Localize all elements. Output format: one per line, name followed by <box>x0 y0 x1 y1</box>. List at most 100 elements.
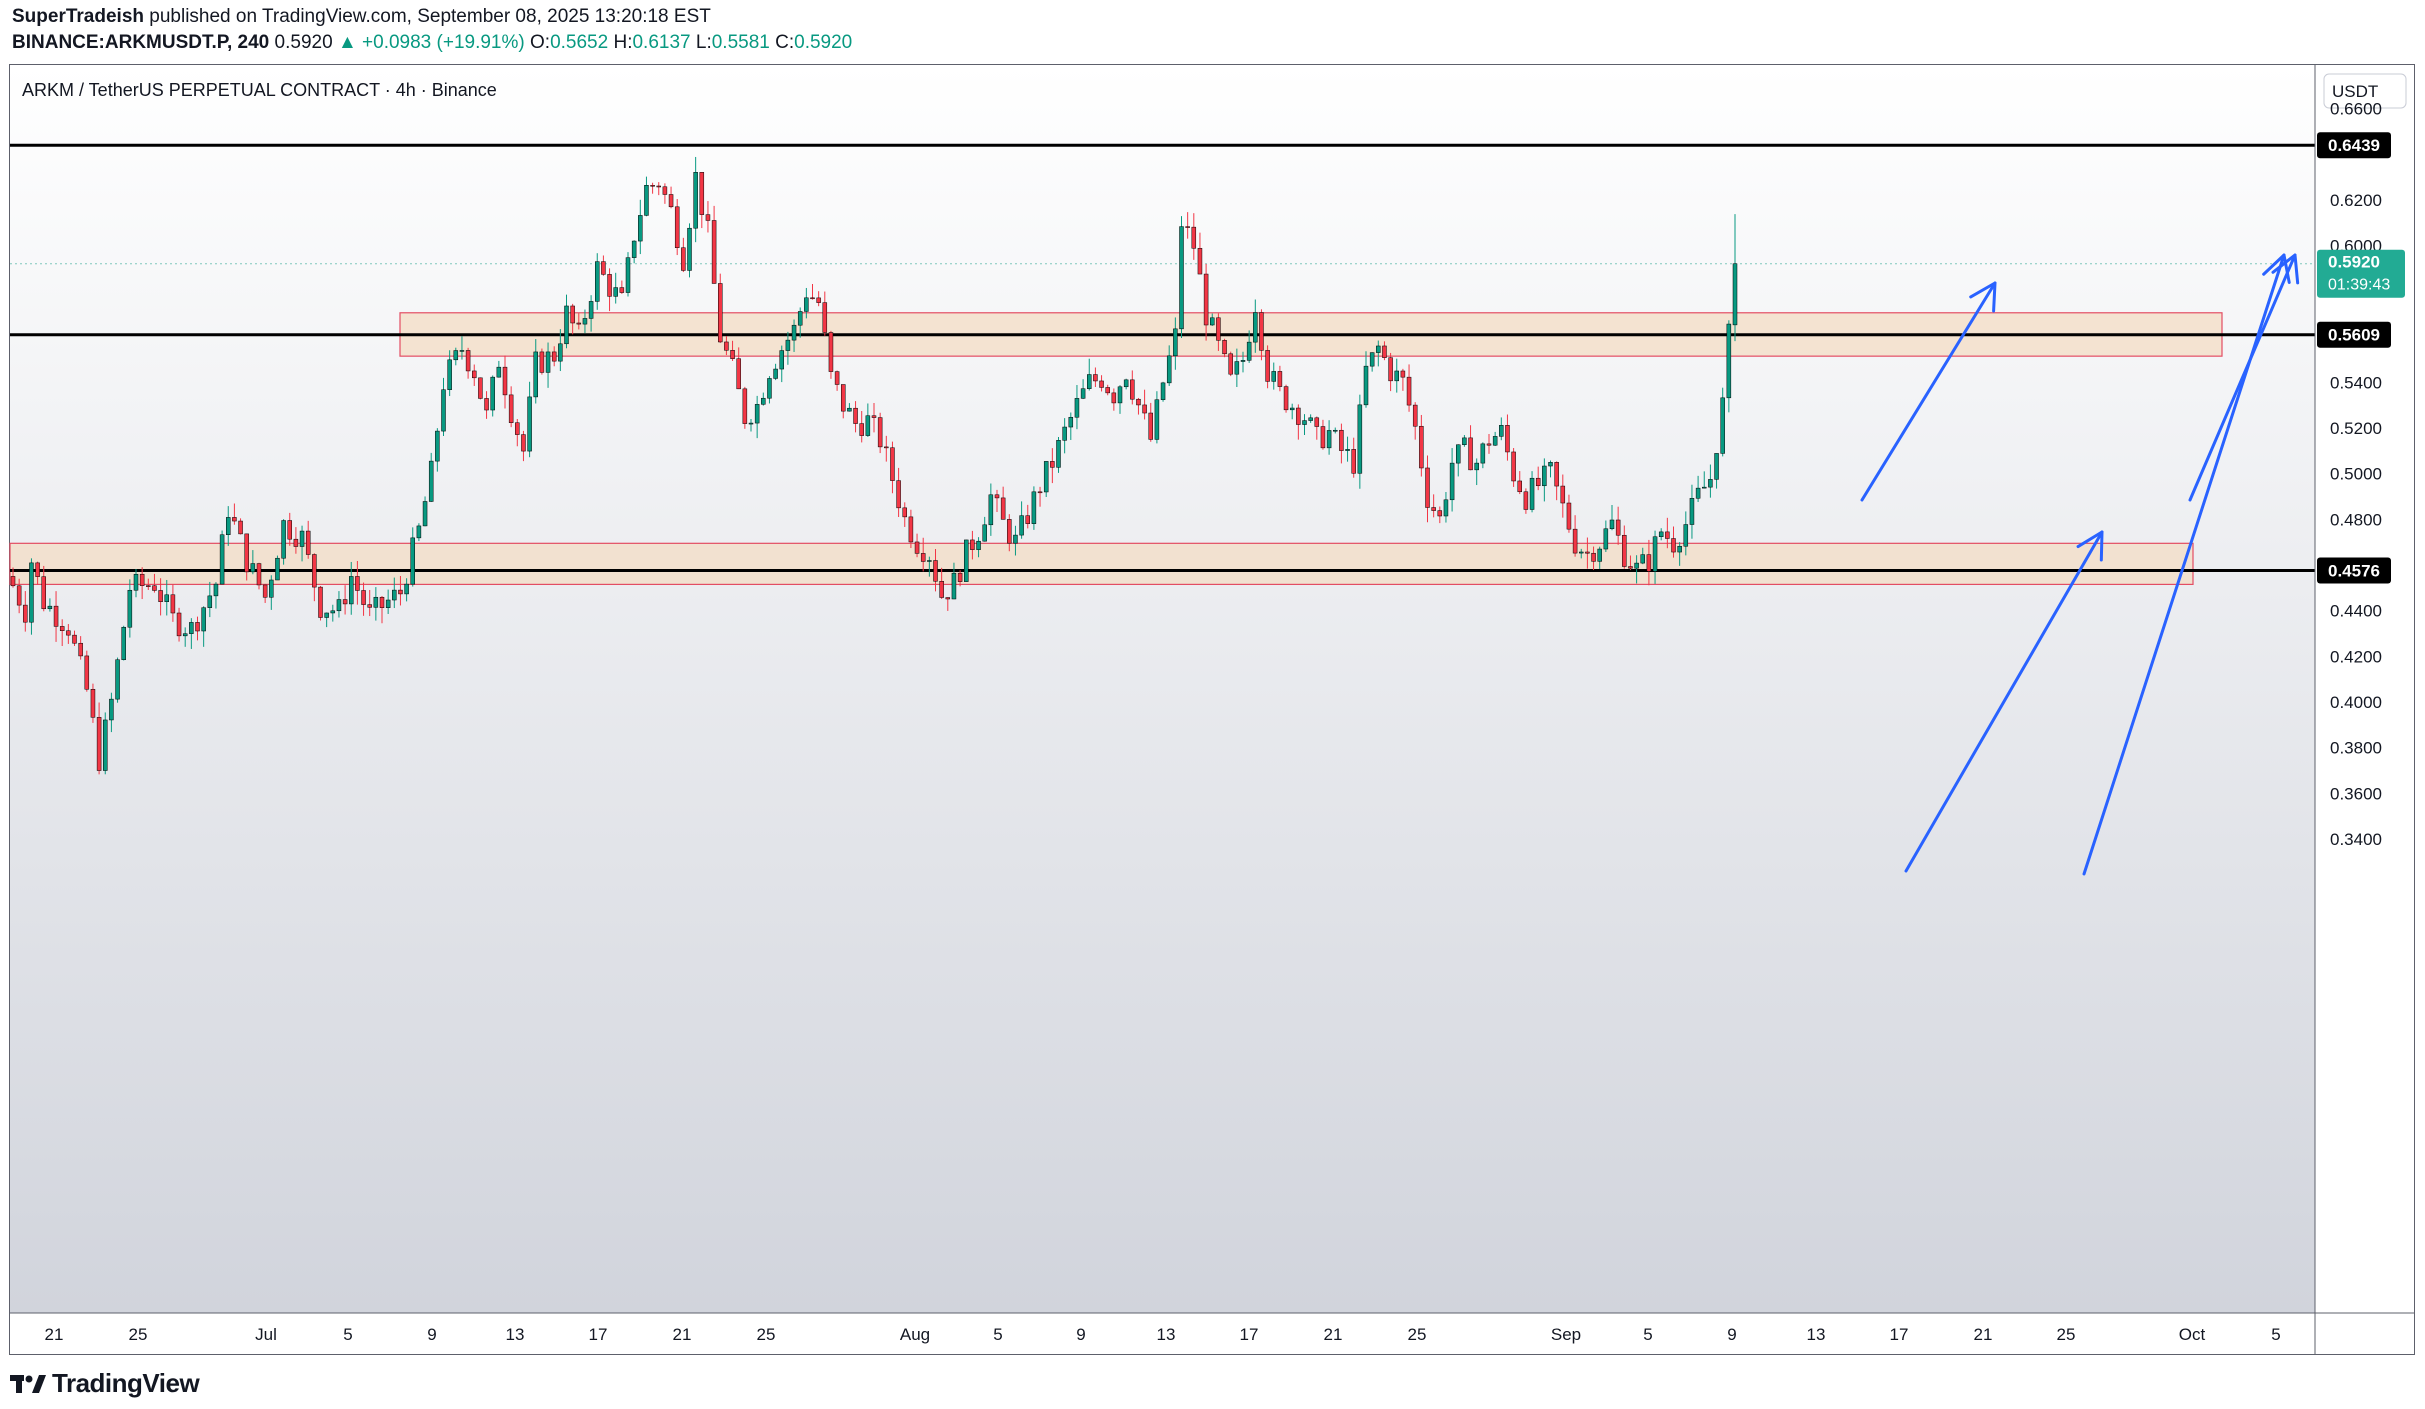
candle <box>724 336 729 356</box>
candle <box>970 530 975 560</box>
candle-body <box>361 590 366 605</box>
tradingview-logo[interactable]: TradingView <box>10 1368 200 1399</box>
candle <box>1363 351 1369 408</box>
candle-body <box>1197 248 1203 275</box>
candle <box>877 412 883 454</box>
candle <box>982 516 987 542</box>
candle-body <box>1277 371 1283 387</box>
candle-body <box>324 612 329 618</box>
y-tick-label: 0.4000 <box>2330 693 2382 712</box>
candle <box>361 582 366 616</box>
candle-body <box>1074 398 1080 418</box>
candle <box>1007 514 1012 552</box>
candle <box>976 537 981 558</box>
candle <box>127 579 133 638</box>
candle <box>299 525 305 562</box>
candle <box>1615 506 1621 545</box>
candle <box>72 630 77 646</box>
ohlc-line: BINANCE:ARKMUSDT.P, 240 0.5920 ▲ +0.0983… <box>12 32 852 54</box>
candle-body <box>96 717 102 771</box>
candle-body <box>865 415 871 436</box>
tradingview-logo-text: TradingView <box>52 1368 200 1398</box>
currency-box[interactable] <box>2323 73 2407 109</box>
candle-body <box>189 622 194 634</box>
candle-body <box>1123 379 1129 388</box>
candle <box>1296 404 1301 440</box>
candle-body <box>139 573 145 586</box>
candle <box>884 435 889 462</box>
candle <box>1579 548 1584 559</box>
trend-arrow[interactable] <box>1904 530 2104 873</box>
candle-body <box>232 517 237 522</box>
candle-body <box>367 604 372 608</box>
candle <box>410 527 415 587</box>
candle <box>730 340 735 361</box>
candle-body <box>1542 465 1547 487</box>
candle <box>841 384 846 419</box>
candle-body <box>601 261 606 275</box>
candle <box>305 520 311 559</box>
candle-body <box>496 366 502 378</box>
candle <box>1339 423 1344 464</box>
x-tick-label: 5 <box>343 1325 352 1344</box>
candle-body <box>1043 461 1049 493</box>
candle <box>822 291 828 336</box>
candle <box>619 280 625 294</box>
y-tick-label: 0.4200 <box>2330 647 2382 666</box>
chart-frame[interactable] <box>9 64 2415 1355</box>
candle <box>521 430 526 462</box>
candle-body <box>1615 519 1621 536</box>
candle-body <box>336 599 342 612</box>
candle <box>16 578 22 614</box>
candle <box>890 441 895 494</box>
candle <box>1480 442 1486 469</box>
candle <box>1708 464 1713 498</box>
author-name[interactable]: SuperTradeish <box>12 6 144 27</box>
candle <box>103 712 108 775</box>
candle <box>1246 330 1252 363</box>
candle-body <box>742 388 748 424</box>
x-tick-label: Oct <box>2179 1325 2206 1344</box>
candle-body <box>674 206 680 248</box>
trend-arrow[interactable] <box>2188 253 2300 502</box>
candle-body <box>896 480 901 509</box>
candle <box>539 348 545 375</box>
candle <box>1646 539 1652 586</box>
candle <box>816 291 821 307</box>
candle <box>1585 537 1590 569</box>
candle <box>1093 367 1098 388</box>
candle-body <box>484 398 489 411</box>
candle-body <box>1431 507 1436 511</box>
candle-body <box>472 370 477 379</box>
candle <box>146 578 151 590</box>
candle-body <box>1437 510 1443 517</box>
candle <box>1456 444 1461 477</box>
candle-body <box>66 630 71 636</box>
level-tag-label: 0.4576 <box>2328 561 2380 580</box>
candle <box>711 205 717 284</box>
candle <box>1185 212 1190 239</box>
candle <box>699 172 705 229</box>
candle <box>1499 417 1504 441</box>
close-label: C: <box>775 32 795 53</box>
candle <box>1123 378 1129 390</box>
candle <box>1351 437 1356 478</box>
candle <box>576 313 582 330</box>
candle-body <box>828 332 834 372</box>
candle-body <box>1339 429 1344 451</box>
candle <box>1517 471 1522 495</box>
x-tick-label: 13 <box>1157 1325 1176 1344</box>
candle-body <box>1529 477 1535 510</box>
candle <box>1080 379 1086 400</box>
candle <box>367 589 372 617</box>
candle-body <box>859 423 864 436</box>
candle <box>1289 403 1295 420</box>
candle-body <box>152 585 157 591</box>
zone-rect[interactable] <box>9 542 2194 586</box>
candle-body <box>1425 467 1430 508</box>
candle <box>687 223 692 278</box>
trend-arrow[interactable] <box>1860 281 1997 502</box>
candle <box>570 303 575 335</box>
candle-body <box>1443 499 1449 517</box>
